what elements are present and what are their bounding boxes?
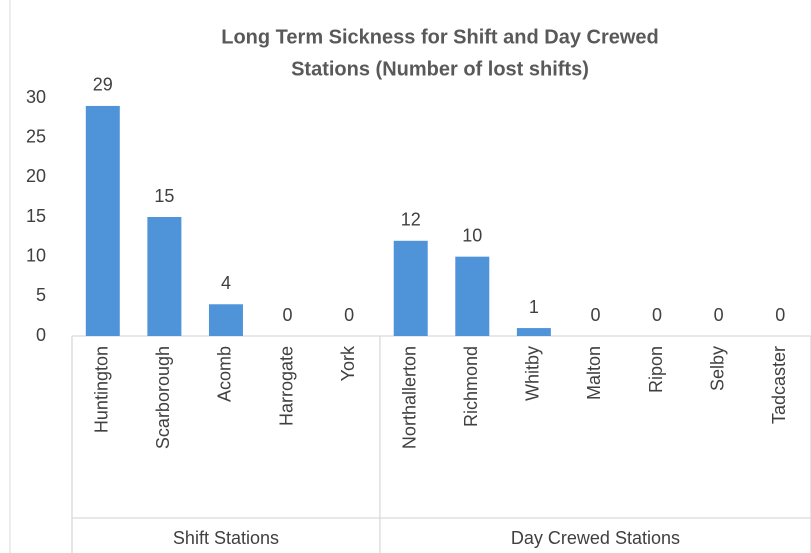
bar xyxy=(393,240,428,336)
value-label: 0 xyxy=(714,305,724,325)
bar xyxy=(455,256,490,336)
y-tick-label: 0 xyxy=(36,325,46,345)
value-label: 1 xyxy=(529,297,539,317)
y-tick-label: 5 xyxy=(36,285,46,305)
group-label: Day Crewed Stations xyxy=(511,528,680,548)
value-label: 15 xyxy=(154,186,174,206)
y-tick-label: 30 xyxy=(26,87,46,107)
y-tick-label: 25 xyxy=(26,126,46,146)
chart-title: Long Term Sickness for Shift and Day Cre… xyxy=(221,26,659,48)
bar xyxy=(516,328,551,336)
x-tick-label: York xyxy=(338,345,358,381)
x-tick-label: Harrogate xyxy=(276,346,296,426)
x-tick-label: Selby xyxy=(707,346,727,391)
bar xyxy=(208,304,243,336)
x-tick-label: Acomb xyxy=(215,346,235,402)
value-label: 0 xyxy=(590,305,600,325)
bar xyxy=(147,217,182,336)
x-tick-label: Whitby xyxy=(523,346,543,401)
bar xyxy=(85,105,120,336)
chart-frame xyxy=(9,0,11,553)
y-tick-label: 20 xyxy=(26,166,46,186)
group-label: Shift Stations xyxy=(173,528,279,548)
x-tick-label: Tadcaster xyxy=(769,346,789,424)
value-label: 0 xyxy=(283,305,293,325)
x-tick-label: Malton xyxy=(584,346,604,400)
value-label: 12 xyxy=(401,210,421,230)
value-label: 0 xyxy=(652,305,662,325)
value-label: 0 xyxy=(344,305,354,325)
x-tick-label: Huntington xyxy=(92,346,112,433)
y-tick-label: 10 xyxy=(26,245,46,265)
value-label: 4 xyxy=(221,273,231,293)
value-label: 0 xyxy=(775,305,785,325)
x-tick-label: Scarborough xyxy=(153,346,173,449)
value-label: 29 xyxy=(93,75,113,95)
x-tick-label: Richmond xyxy=(461,346,481,427)
value-label: 10 xyxy=(462,225,482,245)
x-tick-label: Ripon xyxy=(646,346,666,393)
x-tick-label: Northallerton xyxy=(399,346,419,449)
chart-title: Stations (Number of lost shifts) xyxy=(291,58,589,80)
y-tick-label: 15 xyxy=(26,206,46,226)
